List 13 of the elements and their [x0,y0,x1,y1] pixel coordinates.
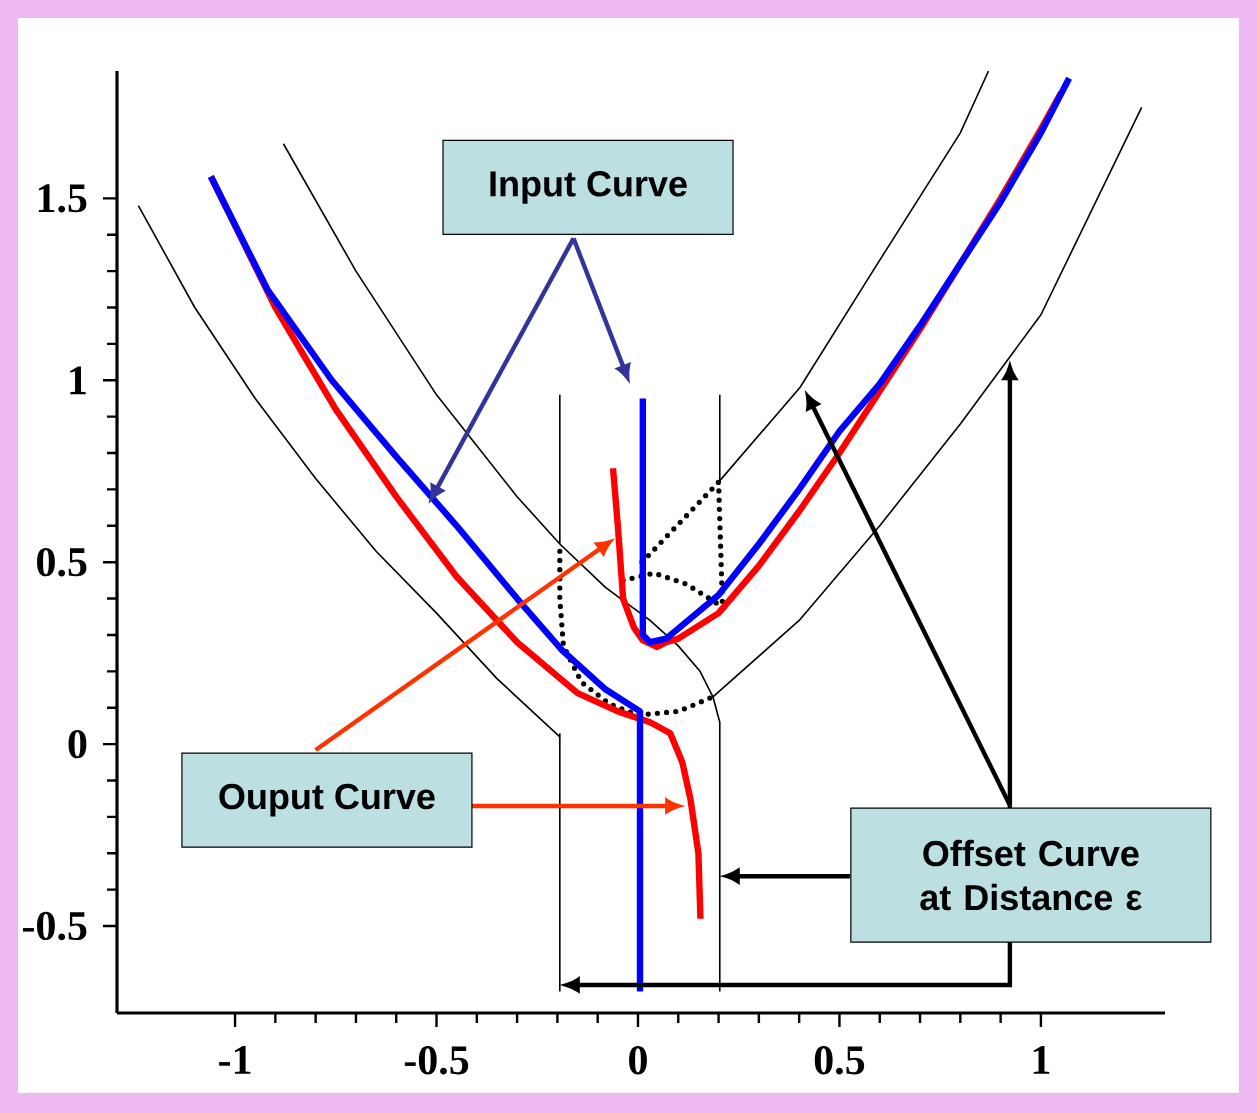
y-tick-label: 1.5 [38,184,87,213]
y-tick-label: -0.5 [22,911,87,941]
x-tick-label: -1 [219,1046,251,1074]
x-tick-label: 0.5 [814,1046,865,1075]
y-tick-label: 0.5 [37,547,87,577]
x-tick-label: 0 [629,1046,647,1075]
annotation: Offset Curve at Distance ε [920,839,1142,911]
x-tick-label: 1 [1033,1046,1050,1074]
y-tick-label: 0 [68,729,87,759]
annotation: Input Curve [490,171,687,204]
x-tick-label: -0.5 [404,1046,469,1075]
annotation: Ouput Curve [219,783,435,817]
y-tick-label: 1 [70,366,86,395]
